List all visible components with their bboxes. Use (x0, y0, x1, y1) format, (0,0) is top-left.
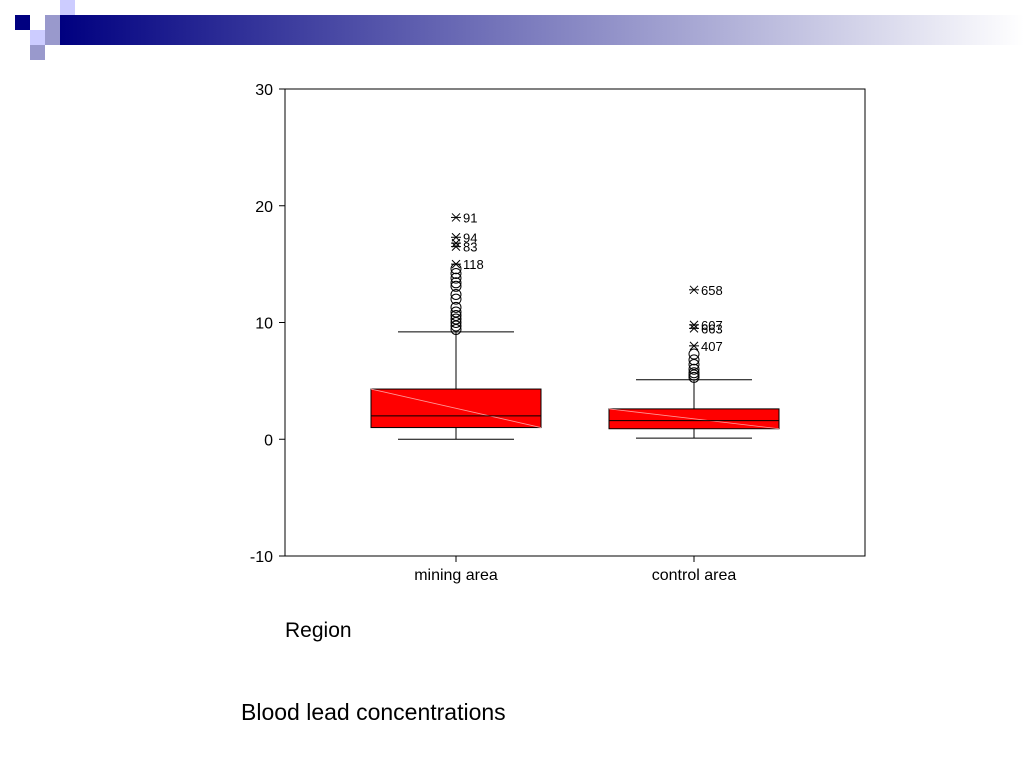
outlier-circle (450, 306, 462, 318)
outlier-label: 407 (701, 339, 723, 354)
header-square-dark (15, 15, 30, 30)
outlier-circle (688, 348, 700, 360)
header-square-light-2 (60, 0, 75, 15)
outlier-circle (688, 363, 700, 375)
outlier-circle (688, 369, 700, 381)
outlier-circle (688, 371, 700, 383)
outlier-label: 83 (463, 240, 477, 255)
outlier-label: 607 (701, 318, 723, 333)
outlier-circle (450, 277, 462, 289)
outlier-circle (450, 313, 462, 325)
outlier-circle (688, 354, 700, 366)
star-stroke (689, 285, 699, 295)
outlier-circle (450, 324, 462, 336)
outlier-label: 91 (463, 210, 477, 225)
star-stroke (689, 323, 699, 333)
outlier-star (689, 285, 699, 295)
star-stroke (451, 213, 461, 222)
outlier-label: 94 (463, 230, 477, 245)
outlier-label: 658 (701, 283, 723, 298)
outlier-circle (450, 317, 462, 328)
header-square-mid-3 (30, 45, 45, 60)
outlier-circle (450, 309, 462, 321)
outlier-circle (450, 288, 462, 300)
star-stroke (689, 320, 699, 330)
outlier-circle (688, 367, 700, 379)
outlier-star (451, 238, 461, 248)
y-tick-label: 0 (264, 432, 273, 449)
outlier-circle (450, 320, 462, 332)
y-tick-label: 20 (255, 199, 273, 216)
x-axis: mining area control area (414, 556, 736, 584)
box-highlight (608, 408, 780, 430)
star-stroke (689, 341, 699, 351)
outlier-circle (450, 293, 462, 305)
x-axis-title: Region (285, 619, 352, 642)
slide-header-pattern (15, 0, 1024, 60)
outlier-label: 118 (463, 257, 484, 272)
outlier-circle (450, 267, 462, 279)
outlier-star (689, 341, 699, 351)
x-tick-label: control area (652, 567, 737, 584)
y-tick-label: -10 (250, 549, 273, 566)
header-square-mid-2 (45, 30, 60, 45)
x-tick-label: mining area (414, 567, 498, 584)
star-stroke (451, 238, 461, 248)
outlier-circle (450, 263, 462, 275)
outlier-label: 663 (701, 321, 723, 336)
plot-frame (284, 88, 866, 557)
star-stroke (451, 242, 461, 251)
outlier-circle (688, 359, 700, 371)
y-tick-label: 10 (255, 316, 273, 333)
outlier-star (689, 323, 699, 333)
outlier-circle (450, 272, 462, 284)
box-highlight (370, 388, 542, 428)
y-tick-label: 30 (255, 82, 273, 99)
header-square-mid (45, 15, 60, 30)
outlier-circle (450, 301, 462, 313)
outlier-circle (450, 280, 462, 292)
y-axis: -10 0 10 20 30 (250, 82, 285, 566)
box-plot-chart: -10 0 10 20 30 mining area control area 91 948… (250, 82, 866, 642)
slide-caption: Blood lead concentrations (241, 699, 506, 725)
outlier-star (451, 213, 461, 222)
header-square-light (30, 30, 45, 45)
header-gradient-bar (60, 15, 1024, 45)
